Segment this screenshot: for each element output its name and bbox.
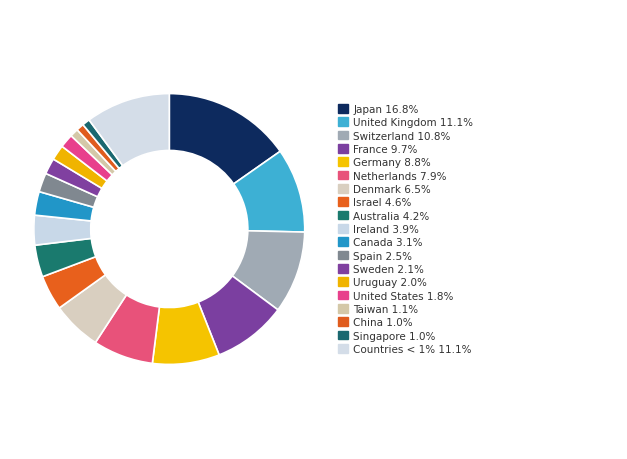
Wedge shape [233, 231, 305, 310]
Wedge shape [53, 147, 107, 189]
Wedge shape [152, 302, 219, 364]
Wedge shape [62, 136, 112, 182]
Wedge shape [95, 295, 159, 364]
Wedge shape [77, 125, 119, 172]
Wedge shape [43, 257, 105, 308]
Wedge shape [46, 160, 102, 197]
Legend: Japan 16.8%, United Kingdom 11.1%, Switzerland 10.8%, France 9.7%, Germany 8.8%,: Japan 16.8%, United Kingdom 11.1%, Switz… [337, 105, 473, 354]
Wedge shape [34, 192, 94, 221]
Wedge shape [89, 95, 169, 166]
Wedge shape [198, 276, 278, 355]
Wedge shape [60, 275, 127, 343]
Wedge shape [34, 216, 92, 246]
Wedge shape [35, 239, 96, 277]
Wedge shape [71, 130, 116, 175]
Wedge shape [234, 152, 305, 233]
Wedge shape [39, 174, 98, 208]
Wedge shape [169, 95, 280, 185]
Wedge shape [83, 121, 123, 169]
